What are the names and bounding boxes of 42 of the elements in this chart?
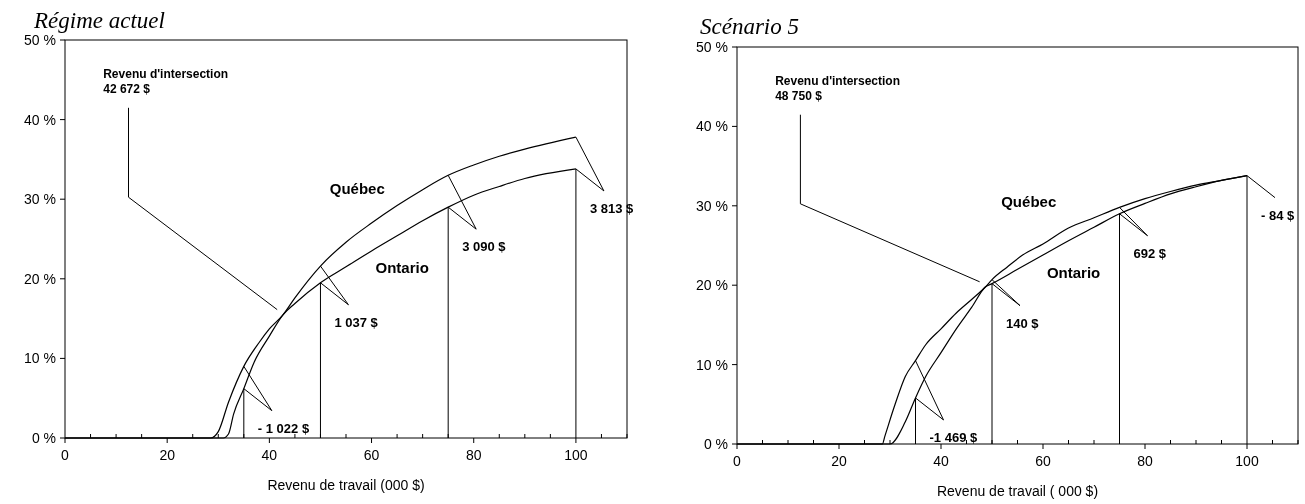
series-label: Québec [329, 179, 385, 197]
y-tick-label: 50 % [24, 31, 56, 48]
x-tick-label: 20 [159, 447, 176, 463]
y-tick-label: 40 % [24, 111, 56, 128]
annotation: - 84 $ [1261, 207, 1296, 223]
annotation: Revenu d'intersection 42 672 $ [103, 66, 229, 96]
y-tick-label: 20 % [24, 270, 56, 287]
y-tick-label: 0 % [703, 435, 728, 452]
x-tick-label: 80 [1137, 453, 1153, 469]
series-label: Ontario [375, 258, 429, 276]
y-tick-label: 10 % [24, 350, 56, 367]
x-tick-label: 100 [564, 447, 588, 463]
series-label: Québec [1001, 192, 1057, 210]
chart-title: Scénario 5 [700, 14, 800, 39]
y-tick-label: 0 % [31, 429, 56, 446]
annotation: 3 090 $ [462, 239, 507, 255]
annotation: 1 037 $ [334, 314, 379, 330]
chart-title: Régime actuel [33, 8, 165, 33]
series-label: Ontario [1046, 264, 1101, 282]
x-tick-label: 0 [733, 453, 742, 469]
x-tick-label: 60 [363, 447, 380, 463]
y-tick-label: 10 % [696, 356, 728, 373]
x-tick-label: 40 [261, 447, 278, 463]
x-tick-label: 40 [933, 453, 949, 469]
x-tick-label: 60 [1035, 453, 1051, 469]
x-axis-title: Revenu de travail (000 $) [267, 477, 425, 493]
annotation: 692 $ [1133, 245, 1167, 261]
x-tick-label: 20 [831, 453, 847, 469]
y-tick-label: 40 % [696, 118, 728, 135]
annotation: Revenu d'intersection 48 750 $ [775, 73, 901, 103]
y-tick-label: 30 % [696, 197, 728, 214]
x-tick-label: 100 [1235, 453, 1259, 469]
x-tick-label: 80 [465, 447, 482, 463]
annotation: - 1 022 $ [257, 420, 310, 436]
y-tick-label: 30 % [24, 191, 56, 208]
annotation: -1 469 $ [929, 429, 978, 445]
annotation: 3 813 $ [589, 200, 635, 216]
x-tick-label: 0 [61, 447, 70, 463]
y-tick-label: 50 % [696, 38, 728, 55]
y-tick-label: 20 % [696, 277, 728, 294]
x-axis-title: Revenu de travail ( 000 $) [936, 483, 1099, 499]
annotation: 140 $ [1006, 315, 1040, 331]
